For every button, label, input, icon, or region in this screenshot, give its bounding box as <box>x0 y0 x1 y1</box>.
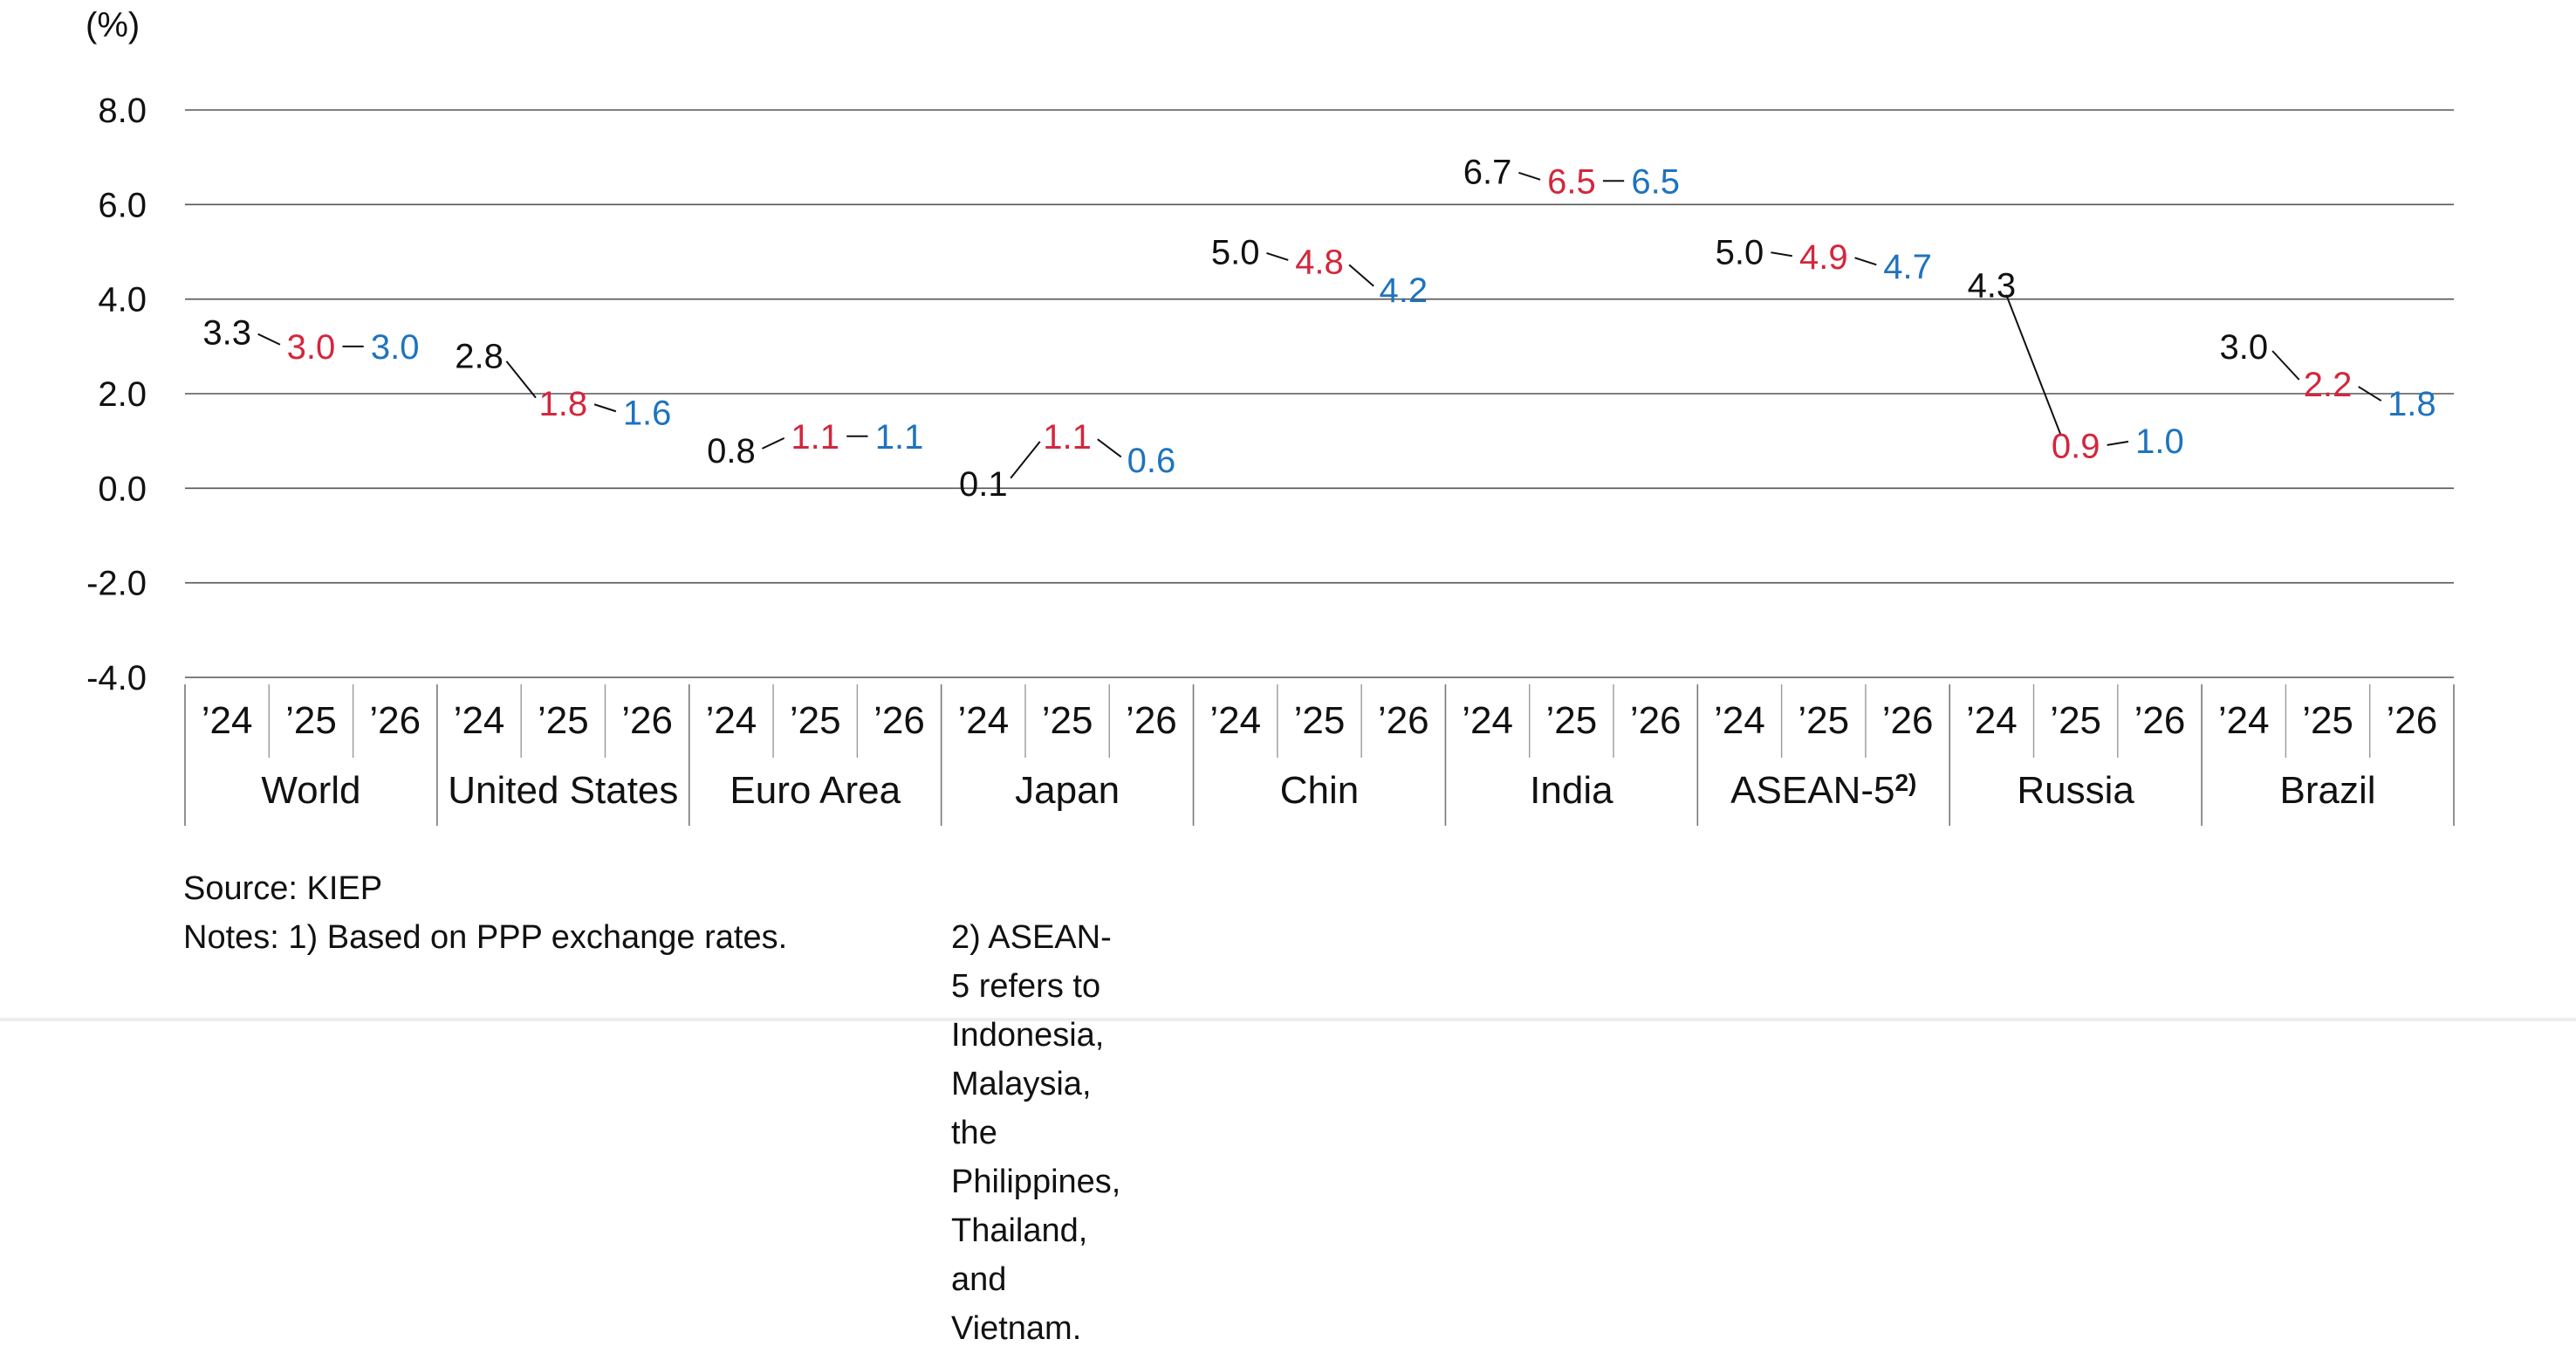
y-tick-label: 6.0 <box>98 186 147 224</box>
bottom-rule <box>0 1018 2576 1021</box>
value-label: 3.0 <box>371 328 420 367</box>
x-tick-label: ’26 <box>1630 699 1682 742</box>
y-tick-label: -2.0 <box>86 565 147 603</box>
value-label: 1.8 <box>2388 385 2436 423</box>
connector-line <box>2271 350 2300 381</box>
y-tick-label: 2.0 <box>98 375 147 414</box>
chart: (%)8.06.04.02.00.0-2.0-4.0’24’25’26World… <box>86 6 2455 826</box>
note-2: 2) ASEAN-5 refers to Indonesia, Malaysia… <box>951 919 1121 1347</box>
value-label: 4.2 <box>1379 271 1428 310</box>
x-tick-label: ’24 <box>957 699 1009 742</box>
value-label: 1.1 <box>875 418 924 457</box>
connector-line <box>761 436 785 450</box>
category-superscript: 2) <box>1894 769 1916 796</box>
x-tick-label: ’25 <box>1798 699 1849 742</box>
x-tick-label: ’26 <box>1378 699 1429 742</box>
category-label: Chin <box>1280 769 1360 812</box>
connector-line <box>1097 438 1122 458</box>
value-label: 3.0 <box>2219 328 2268 367</box>
x-tick-label: ’26 <box>874 699 925 742</box>
category-label: World <box>261 769 360 812</box>
x-tick-label: ’24 <box>2218 699 2270 742</box>
x-tick-label: ’24 <box>1209 699 1261 742</box>
x-tick-label: ’24 <box>454 699 505 742</box>
y-tick-label: 4.0 <box>98 281 147 319</box>
connector-line <box>1348 264 1374 287</box>
x-tick-label: ’26 <box>369 699 421 742</box>
x-tick-label: ’25 <box>1546 699 1598 742</box>
value-label: 6.5 <box>1547 162 1596 201</box>
value-label: 4.7 <box>1883 248 1932 286</box>
category-label: Japan <box>1015 769 1120 812</box>
x-tick-label: ’26 <box>2134 699 2186 742</box>
value-label: 3.3 <box>202 314 251 353</box>
connector-line <box>2358 386 2382 402</box>
value-label: 1.6 <box>623 395 672 433</box>
x-tick-label: ’26 <box>1882 699 1934 742</box>
value-label: 5.0 <box>1716 234 1764 272</box>
category-label: Russia <box>2017 769 2134 812</box>
unit-label: (%) <box>86 6 140 45</box>
note-1: Notes: 1) Based on PPP exchange rates. <box>183 919 788 956</box>
value-label: 6.7 <box>1463 153 1512 191</box>
value-label: 6.5 <box>1631 162 1680 201</box>
x-tick-label: ’26 <box>1126 699 1177 742</box>
value-label: 0.9 <box>2052 428 2100 466</box>
x-tick-label: ’24 <box>1462 699 1513 742</box>
x-tick-label: ’25 <box>285 699 337 742</box>
value-label: 0.1 <box>959 465 1008 504</box>
value-label: 1.1 <box>1043 418 1092 457</box>
value-label: 1.1 <box>791 418 839 457</box>
value-label: 4.3 <box>1968 266 2017 305</box>
y-tick-label: -4.0 <box>86 659 147 697</box>
x-tick-label: ’25 <box>2302 699 2353 742</box>
x-tick-label: ’24 <box>706 699 757 742</box>
connector-line <box>505 361 537 399</box>
value-label: 2.8 <box>455 338 504 376</box>
connector-line <box>1854 257 1877 266</box>
category-label: India <box>1530 769 1613 812</box>
x-tick-label: ’24 <box>202 699 253 742</box>
category-label: Euro Area <box>730 769 901 812</box>
category-label: United States <box>448 769 678 812</box>
category-label: Brazil <box>2280 769 2376 812</box>
value-label: 3.0 <box>287 328 336 367</box>
x-tick-label: ’25 <box>538 699 589 742</box>
source-note: Source: KIEP <box>183 870 383 907</box>
connector-line <box>1010 441 1041 479</box>
value-label: 5.0 <box>1211 234 1260 272</box>
x-tick-label: ’26 <box>621 699 673 742</box>
connector-line <box>593 403 617 413</box>
x-tick-label: ’25 <box>2050 699 2101 742</box>
x-tick-label: ’26 <box>2386 699 2437 742</box>
value-label: 4.9 <box>1799 238 1848 277</box>
category-label: ASEAN-52) <box>1730 769 1916 812</box>
x-tick-label: ’24 <box>1966 699 2018 742</box>
value-label: 1.8 <box>539 385 588 423</box>
notes-block: Source: KIEP Notes: 1) Based on PPP exch… <box>183 864 1120 1347</box>
x-tick-label: ’25 <box>1294 699 1346 742</box>
x-tick-label: ’24 <box>1714 699 1765 742</box>
value-label: 4.8 <box>1295 243 1344 281</box>
x-tick-label: ’25 <box>790 699 841 742</box>
connector-line <box>2005 294 2062 436</box>
connector-line <box>2107 440 2129 446</box>
connector-line <box>1518 171 1541 181</box>
value-label: 0.6 <box>1127 442 1176 480</box>
connector-line <box>257 333 281 346</box>
y-tick-label: 8.0 <box>98 92 147 130</box>
value-label: 1.0 <box>2135 422 2184 461</box>
connector-line <box>1771 251 1792 258</box>
value-label: 2.2 <box>2304 366 2353 404</box>
y-tick-label: 0.0 <box>98 470 147 508</box>
connector-line <box>1266 251 1289 261</box>
x-tick-label: ’25 <box>1042 699 1093 742</box>
value-label: 0.8 <box>707 432 756 470</box>
